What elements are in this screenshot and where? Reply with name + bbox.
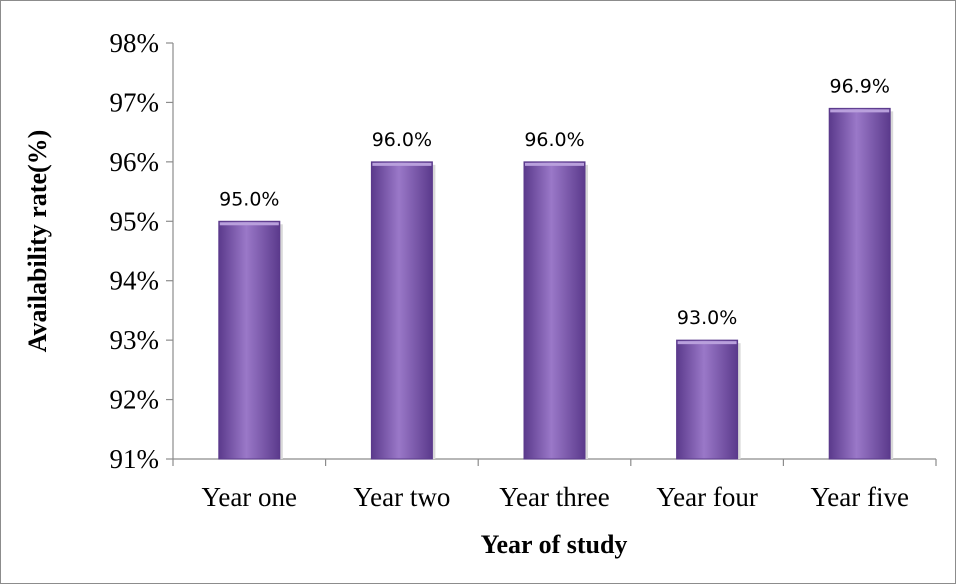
y-tick-label: 92%	[110, 385, 160, 415]
y-axis-title: Availability rate(%)	[23, 130, 52, 353]
bar	[523, 161, 586, 460]
data-label: 93.0%	[677, 307, 737, 329]
y-tick-label: 98%	[110, 28, 160, 58]
bar-highlight	[372, 162, 432, 166]
bar	[828, 107, 891, 460]
bar	[676, 339, 739, 460]
bar	[370, 161, 433, 460]
y-tick-label: 95%	[110, 206, 160, 236]
x-tick-label: Year two	[353, 482, 450, 512]
data-label: 96.0%	[524, 129, 584, 151]
bar-highlight	[677, 341, 737, 345]
y-tick-label: 91%	[110, 444, 160, 474]
x-tick-label: Year five	[810, 482, 908, 512]
x-axis-title: Year of study	[481, 530, 628, 559]
bar-highlight	[830, 109, 890, 113]
bar	[218, 220, 281, 460]
x-tick-label: Year four	[656, 482, 758, 512]
y-tick-label: 96%	[110, 147, 160, 177]
data-label: 95.0%	[219, 188, 279, 210]
x-tick-label: Year three	[499, 482, 609, 512]
bar-highlight	[219, 222, 279, 226]
bar-highlight	[525, 162, 584, 166]
data-label: 96.0%	[372, 129, 432, 151]
data-label: 96.9%	[830, 75, 890, 97]
x-tick-label: Year one	[202, 482, 298, 512]
y-tick-label: 94%	[110, 266, 160, 296]
y-tick-label: 93%	[110, 325, 160, 355]
y-tick-label: 97%	[110, 87, 160, 117]
